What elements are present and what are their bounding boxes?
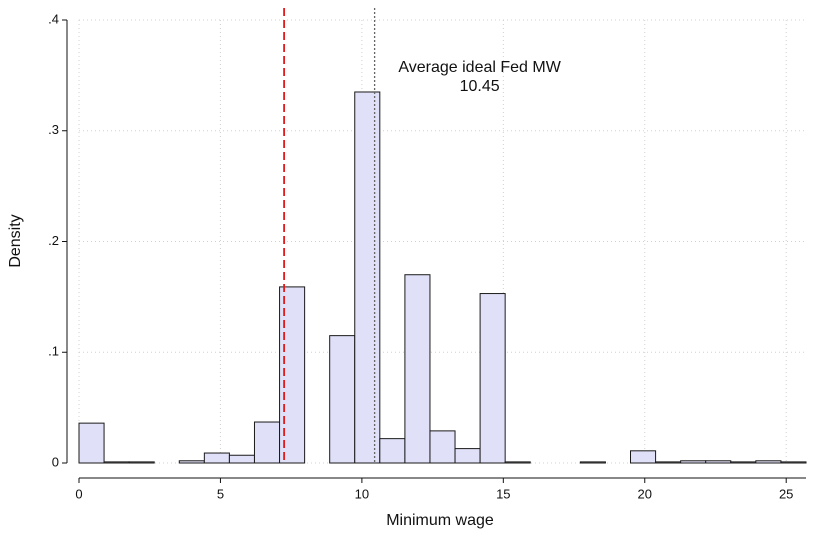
bar (429, 430, 456, 464)
bar (78, 422, 105, 464)
x-axis-title: Minimum wage (386, 512, 494, 529)
annotation-value: 10.45 (460, 78, 500, 95)
bar (780, 461, 807, 464)
x-tick-label: 25 (779, 486, 793, 501)
bar (655, 461, 682, 464)
x-tick-label: 10 (355, 486, 369, 501)
bar (404, 274, 431, 464)
y-tick-label: .3 (48, 122, 59, 137)
y-tick-label: .2 (48, 233, 59, 248)
bar (454, 448, 481, 464)
annotation-label: Average ideal Fed MW (398, 59, 561, 76)
bar (379, 438, 406, 464)
bar (178, 460, 205, 464)
bar (479, 293, 506, 464)
bar (203, 452, 230, 464)
y-tick-label: 0 (52, 454, 59, 469)
bar (128, 461, 155, 464)
bar (504, 461, 531, 464)
x-tick-label: 0 (75, 486, 82, 501)
bar (630, 450, 657, 464)
bar (103, 461, 130, 464)
x-tick-label: 5 (217, 486, 224, 501)
bar (253, 421, 281, 464)
x-tick-label: 20 (638, 486, 652, 501)
y-tick-label: .1 (48, 344, 59, 359)
y-axis-title: Density (7, 214, 24, 267)
bar (680, 460, 707, 464)
bar (579, 461, 606, 464)
bar (228, 454, 255, 464)
bar (730, 461, 757, 464)
x-tick-label: 15 (496, 486, 510, 501)
bar (705, 460, 732, 464)
bar (755, 460, 782, 464)
bar (354, 91, 381, 464)
bar (329, 335, 356, 464)
y-tick-label: .4 (48, 11, 59, 26)
